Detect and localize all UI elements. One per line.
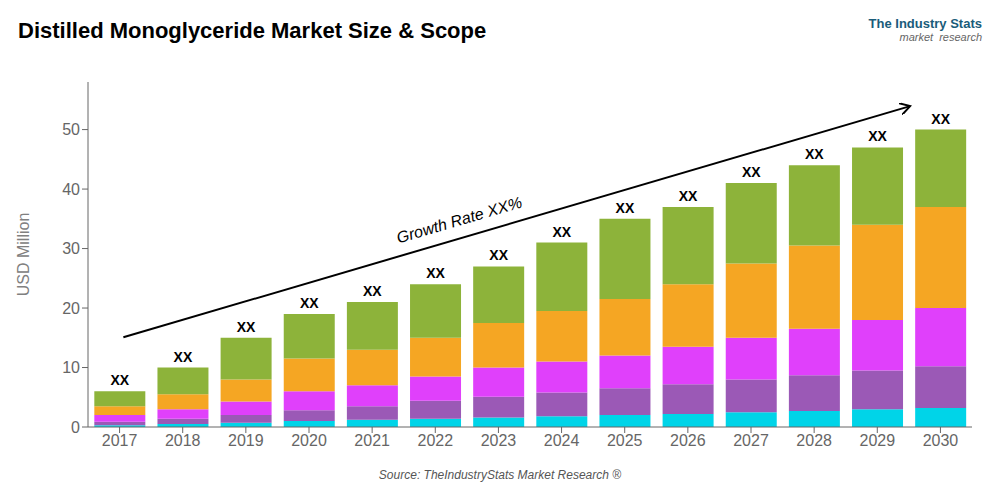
svg-text:2020: 2020	[291, 432, 327, 449]
svg-text:Growth Rate XX%: Growth Rate XX%	[395, 194, 524, 247]
svg-text:20: 20	[62, 300, 80, 317]
svg-text:XX: XX	[805, 146, 824, 162]
svg-text:XX: XX	[489, 247, 508, 263]
svg-text:USD Million: USD Million	[15, 213, 32, 297]
svg-text:0: 0	[71, 419, 80, 436]
html-text:Source: TheIndustryStats Marke: Source: TheIndustryStats Market Research…	[378, 468, 622, 482]
svg-text:2026: 2026	[670, 432, 706, 449]
svg-text:XX: XX	[174, 349, 193, 365]
svg-text:XX: XX	[237, 319, 256, 335]
svg-text:2029: 2029	[859, 432, 895, 449]
svg-text:XX: XX	[110, 372, 129, 388]
svg-text:2018: 2018	[165, 432, 201, 449]
html-text:Distilled Monoglyceride Market: Distilled Monoglyceride Market Size & Sc…	[18, 18, 487, 43]
svg-text:40: 40	[62, 181, 80, 198]
svg-text:XX: XX	[616, 200, 635, 216]
svg-text:10: 10	[62, 359, 80, 376]
svg-text:2019: 2019	[228, 432, 264, 449]
html-text:market research: market research	[899, 31, 982, 43]
svg-text:2023: 2023	[481, 432, 517, 449]
svg-text:2028: 2028	[796, 432, 832, 449]
svg-text:2027: 2027	[733, 432, 769, 449]
svg-text:XX: XX	[300, 295, 319, 311]
svg-text:XX: XX	[868, 128, 887, 144]
svg-text:2024: 2024	[544, 432, 580, 449]
svg-text:XX: XX	[679, 188, 698, 204]
svg-text:2017: 2017	[102, 432, 138, 449]
svg-text:XX: XX	[426, 265, 445, 281]
svg-text:50: 50	[62, 121, 80, 138]
svg-text:XX: XX	[742, 164, 761, 180]
svg-text:2030: 2030	[923, 432, 959, 449]
svg-text:XX: XX	[931, 111, 950, 127]
svg-text:30: 30	[62, 240, 80, 257]
svg-text:XX: XX	[552, 224, 571, 240]
svg-text:2025: 2025	[607, 432, 643, 449]
svg-text:2021: 2021	[354, 432, 390, 449]
html-text:The Industry Stats: The Industry Stats	[868, 16, 982, 31]
svg-text:2022: 2022	[417, 432, 453, 449]
svg-text:XX: XX	[363, 283, 382, 299]
